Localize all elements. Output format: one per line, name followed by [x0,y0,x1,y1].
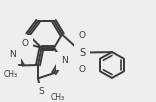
Text: O: O [22,39,29,48]
Text: S: S [79,48,85,58]
Text: CH₃: CH₃ [4,70,18,79]
Text: N: N [61,56,67,65]
Text: N: N [10,50,16,59]
Text: S: S [38,87,44,96]
Text: O: O [78,65,85,74]
Text: O: O [78,31,85,40]
Text: CH₃: CH₃ [51,93,65,102]
